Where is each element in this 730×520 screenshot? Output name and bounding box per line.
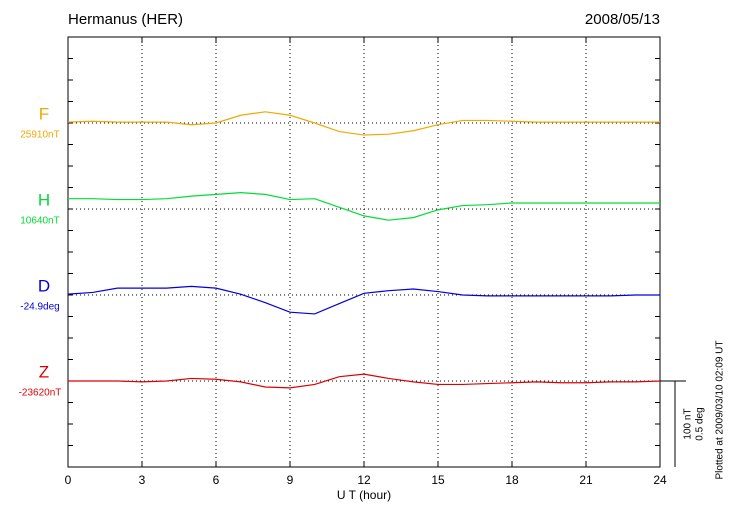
series-name: D xyxy=(38,276,50,295)
scale-bar-label: 100 nT xyxy=(683,408,694,439)
baseline-label: -23620nT xyxy=(19,388,62,399)
series-name: H xyxy=(38,190,50,209)
chart-title: Hermanus (HER) xyxy=(68,11,183,28)
baseline-label: 10640nT xyxy=(20,216,59,227)
x-tick-label: 24 xyxy=(653,473,667,487)
x-tick-label: 18 xyxy=(505,473,519,487)
baseline-label: 25910nT xyxy=(20,130,59,141)
x-tick-label: 21 xyxy=(579,473,593,487)
x-tick-label: 6 xyxy=(213,473,220,487)
series-line xyxy=(67,111,660,136)
series-name: F xyxy=(39,104,49,123)
series-name: Z xyxy=(39,362,49,381)
series-line xyxy=(68,373,661,389)
footnote: Plotted at 2009/03/10 02:09 UT xyxy=(715,341,726,480)
x-tick-label: 12 xyxy=(357,473,371,487)
series-line xyxy=(68,192,660,221)
baseline-label: -24.9deg xyxy=(20,302,59,313)
x-tick-label: 0 xyxy=(65,473,72,487)
chart-date: 2008/05/13 xyxy=(585,11,660,28)
x-tick-label: 3 xyxy=(139,473,146,487)
x-tick-label: 9 xyxy=(287,473,294,487)
x-tick-label: 15 xyxy=(431,473,445,487)
x-axis-label: U T (hour) xyxy=(337,488,391,502)
series-line xyxy=(67,285,660,315)
scale-bar-label: 0.5 deg xyxy=(695,407,706,440)
